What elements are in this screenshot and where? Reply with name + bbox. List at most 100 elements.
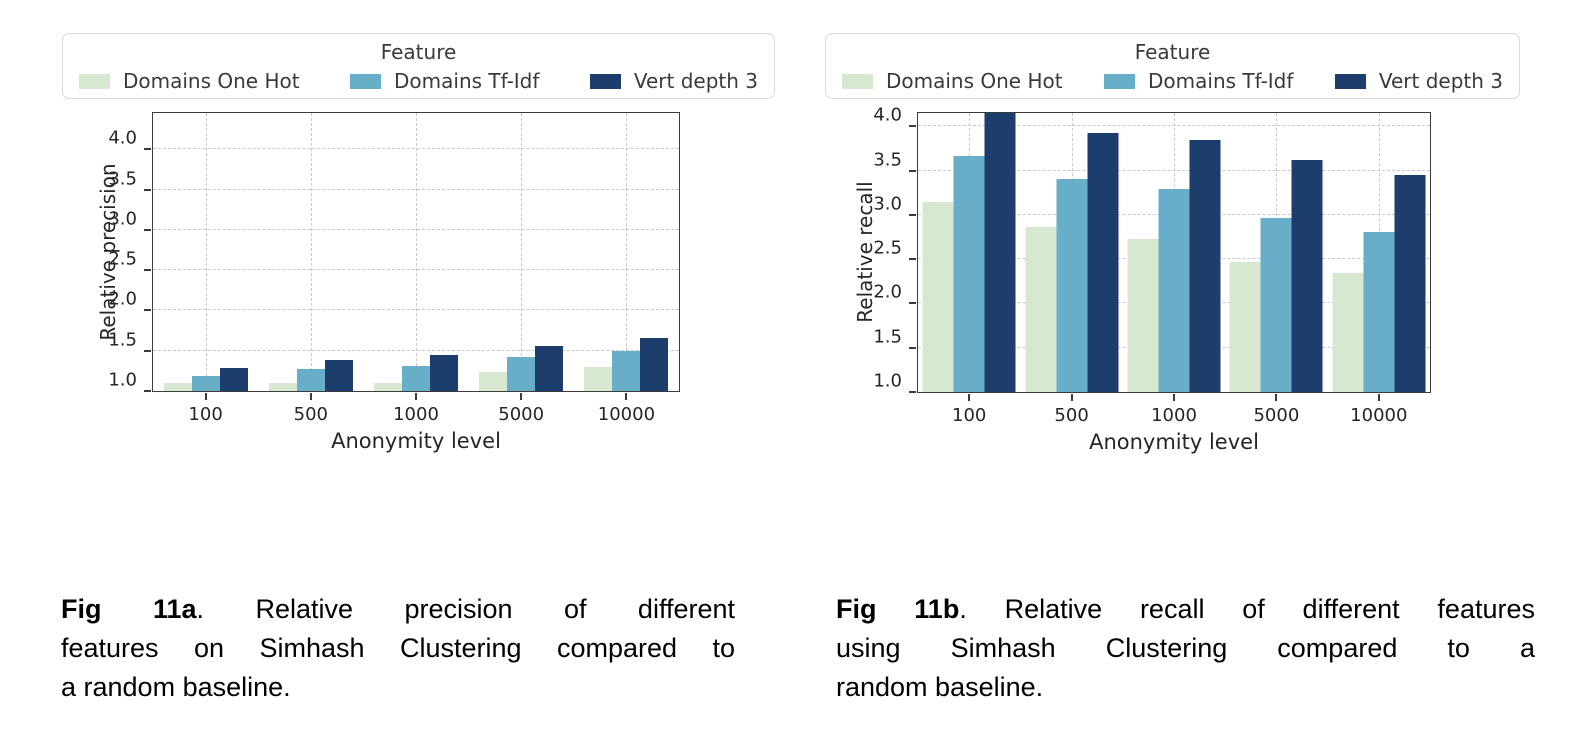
legend-swatch-green-icon (842, 73, 873, 89)
bar-group-500 (268, 113, 353, 391)
bar-domains-tf-idf-1000 (402, 366, 430, 391)
y-tick-label: 1.0 (108, 369, 137, 391)
gridline-vertical (416, 113, 417, 391)
gridline-vertical (205, 113, 207, 391)
bar-domains-one-hot-10000 (1332, 273, 1364, 392)
x-tick-label: 5000 (1253, 405, 1300, 426)
legend-label: Vert depth 3 (633, 69, 758, 93)
x-tick-mark (309, 393, 312, 400)
legend-label: Domains One Hot (123, 69, 300, 93)
bar-domains-one-hot-100 (163, 382, 192, 391)
y-tick-label: 4.0 (873, 104, 902, 126)
bar-group-100 (163, 113, 248, 391)
legend-title: Feature (380, 40, 457, 64)
caption-text: . Relative recall of different features (959, 594, 1535, 624)
y-tick-label: 2.0 (108, 288, 137, 310)
legend-swatch-teal-icon (1104, 73, 1136, 89)
bar-domains-tf-idf-5000 (1260, 217, 1292, 392)
gridline-vertical (626, 113, 628, 391)
y-tick-label: 2.5 (108, 248, 137, 270)
x-tick-label: 100 (952, 405, 987, 426)
caption-line: using Simhash Clustering compared to a (836, 633, 1535, 663)
bar-vert-depth-3-10000 (640, 337, 669, 391)
y-tick-label: 3.0 (873, 193, 902, 215)
legend-item-vert-depth-3: Vert depth 3 (1334, 69, 1503, 93)
x-tick-mark (204, 393, 207, 400)
y-tick-mark (909, 213, 916, 216)
figure-recall: Feature Domains One Hot Domains Tf-Idf V… (825, 33, 1520, 454)
bar-domains-tf-idf-100 (191, 375, 220, 391)
bar-group-1000 (1127, 113, 1221, 392)
gridline-vertical (521, 113, 523, 391)
bar-domains-tf-idf-10000 (612, 350, 641, 391)
bar-domains-tf-idf-1000 (1158, 189, 1190, 392)
y-tick-mark (144, 349, 151, 352)
y-tick-mark (144, 188, 151, 191)
plot-area-recall: 1.0 1.5 2.0 2.5 3.0 3.5 4.0 100 500 1000 5000 10000… (873, 105, 1431, 454)
bar-vert-depth-3-5000 (1291, 159, 1323, 392)
x-tick-label: 1000 (393, 404, 439, 425)
x-tick-label: 10000 (597, 404, 656, 425)
bar-domains-tf-idf-500 (296, 369, 325, 391)
legend-swatch-teal-icon (350, 73, 382, 89)
caption-line: features on Simhash Clustering compared … (61, 633, 735, 663)
bar-domains-tf-idf-10000 (1363, 231, 1395, 392)
bar-group-10000 (584, 113, 669, 391)
caption-line: a random baseline. (61, 672, 291, 702)
x-tick-label: 1000 (1151, 405, 1197, 426)
bar-vert-depth-3-1000 (430, 354, 458, 391)
plot-area-precision: 1.0 1.5 2.0 2.5 3.0 3.5 4.0 100 500 1000 5000 10000… (108, 112, 680, 453)
legend-item-domains-one-hot: Domains One Hot (842, 69, 1063, 93)
legend-swatch-navy-icon (1334, 73, 1366, 89)
y-tick-label: 2.5 (873, 237, 902, 259)
bar-vert-depth-3-500 (1087, 132, 1119, 392)
y-tick-mark (909, 169, 916, 172)
x-axis-label: Anonymity level (1089, 430, 1259, 454)
bar-domains-tf-idf-100 (953, 155, 985, 392)
chart-recall: Relative recall 1.0 1.5 2.0 2.5 3.0 3.5 4.0 100… (825, 105, 1520, 454)
x-axis-label: Anonymity level (331, 429, 501, 453)
bar-domains-tf-idf-5000 (507, 357, 536, 391)
y-tick-mark (909, 302, 916, 305)
bar-vert-depth-3-1000 (1189, 140, 1221, 392)
y-tick-mark (909, 391, 916, 393)
y-tick-mark (144, 390, 151, 392)
bar-group-5000 (1229, 113, 1323, 392)
bar-group-500 (1025, 113, 1119, 392)
y-tick-label: 1.0 (873, 370, 902, 392)
bar-vert-depth-3-100 (219, 367, 248, 391)
bar-domains-one-hot-100 (922, 201, 954, 392)
x-tick-mark (415, 393, 417, 400)
y-tick-mark (144, 228, 151, 231)
legend-label: Domains One Hot (886, 69, 1063, 93)
bar-vert-depth-3-500 (324, 359, 353, 391)
bar-group-5000 (479, 113, 564, 391)
legend-item-domains-tfidf: Domains Tf-Idf (1104, 69, 1293, 93)
bar-domains-one-hot-500 (268, 382, 297, 391)
legend: Feature Domains One Hot Domains Tf-Idf V… (62, 33, 775, 99)
legend-item-domains-tfidf: Domains Tf-Idf (350, 69, 539, 93)
legend-swatch-green-icon (79, 73, 110, 89)
figure-precision: Feature Domains One Hot Domains Tf-Idf V… (62, 33, 775, 453)
y-tick-label: 3.5 (108, 168, 137, 190)
x-tick-mark (1275, 394, 1278, 401)
legend-label: Domains Tf-Idf (394, 69, 540, 93)
caption-fig-11b: Fig 11b. Relative recall of different fe… (836, 590, 1535, 707)
bar-group-10000 (1332, 113, 1426, 392)
x-tick-mark (520, 393, 523, 400)
legend-item-vert-depth-3: Vert depth 3 (589, 69, 758, 93)
bar-vert-depth-3-10000 (1394, 175, 1426, 392)
legend-item-domains-one-hot: Domains One Hot (79, 69, 300, 93)
x-tick-mark (625, 393, 628, 400)
legend-swatch-navy-icon (589, 73, 621, 89)
y-tick-label: 1.5 (873, 326, 902, 348)
bar-vert-depth-3-100 (984, 113, 1016, 392)
y-tick-mark (144, 269, 151, 272)
x-tick-label: 500 (293, 404, 328, 425)
bar-domains-one-hot-1000 (374, 382, 402, 391)
y-tick-mark (144, 309, 151, 312)
y-tick-mark (909, 258, 916, 261)
y-tick-label: 1.5 (108, 329, 137, 351)
caption-line: random baseline. (836, 672, 1044, 702)
x-tick-label: 500 (1054, 405, 1089, 426)
